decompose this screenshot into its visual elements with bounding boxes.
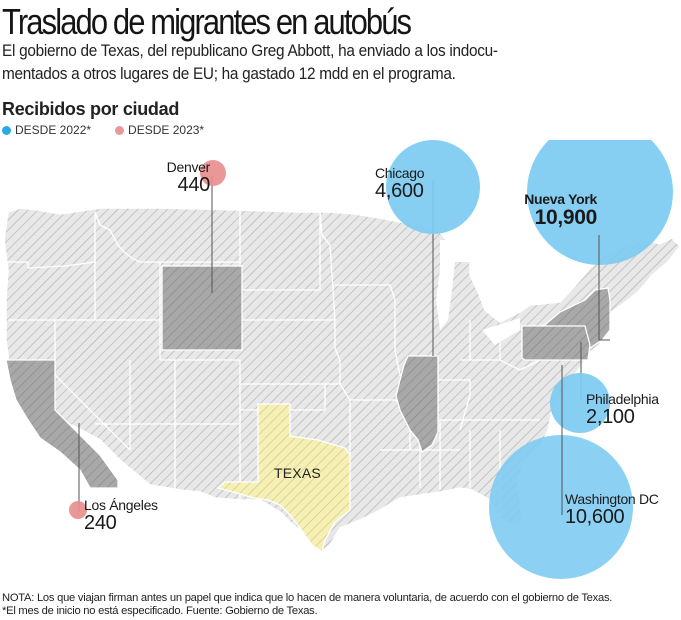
legend-item-2022: DESDE 2022* xyxy=(2,123,91,137)
bubble-philadelphia[interactable] xyxy=(550,373,610,433)
state-california xyxy=(5,359,119,489)
footnote-note: NOTA: Los que viajan firman antes un pap… xyxy=(2,592,613,604)
city-value: 2,100 xyxy=(586,406,635,428)
legend-label-2022: DESDE 2022* xyxy=(15,123,92,137)
texas-label: TEXAS xyxy=(274,465,321,481)
city-value: 10,900 xyxy=(534,206,598,229)
subtitle-line-1: El gobierno de Texas, del republicano Gr… xyxy=(2,42,498,60)
state-colorado xyxy=(161,265,243,351)
chart-subtitle: El gobierno de Texas, del republicano Gr… xyxy=(2,40,560,86)
city-value: 4,600 xyxy=(375,180,424,202)
legend: DESDE 2022* DESDE 2023* xyxy=(2,123,204,137)
state-illinois xyxy=(395,355,439,454)
city-name: Nueva York xyxy=(524,191,597,207)
bubble-new-york[interactable] xyxy=(527,140,673,265)
label-philadelphia: Philadelphia 2,100 xyxy=(586,392,659,427)
bubble-chicago[interactable] xyxy=(386,140,480,234)
city-value: 10,600 xyxy=(565,506,625,528)
lake-erie xyxy=(482,318,520,345)
legend-item-2023: DESDE 2023* xyxy=(115,123,204,137)
state-pennsylvania xyxy=(521,325,591,361)
bubbles xyxy=(69,140,673,579)
city-name: Chicago xyxy=(375,165,425,181)
legend-label-2023: DESDE 2023* xyxy=(128,123,205,137)
city-name: Los Ángeles xyxy=(84,497,158,513)
bubble-los-angeles[interactable] xyxy=(69,501,87,519)
footnote: NOTA: Los que viajan firman antes un pap… xyxy=(2,592,612,618)
label-denver: Denver 440 xyxy=(162,159,211,196)
state-texas xyxy=(216,403,351,554)
label-washington-dc: Washington DC 10,600 xyxy=(565,492,659,527)
pink-dot-icon xyxy=(115,125,125,135)
chart-title: Traslado de migrantes en autobús xyxy=(2,1,412,42)
city-name: Denver xyxy=(166,159,211,175)
us-map xyxy=(3,140,681,579)
bubble-washington-dc[interactable] xyxy=(489,435,633,579)
blue-dot-icon xyxy=(2,125,11,135)
footnote-source: *El mes de inicio no está especificado. … xyxy=(2,605,318,617)
label-los-angeles: Los Ángeles 240 xyxy=(84,498,158,533)
section-title: Recibidos por ciudad xyxy=(2,99,180,119)
label-new-york: Nueva York 10,900 xyxy=(517,192,597,228)
label-chicago: Chicago 4,600 xyxy=(375,165,425,202)
city-value: 240 xyxy=(84,512,117,534)
city-name: Washington DC xyxy=(565,491,659,507)
state-borders xyxy=(6,208,585,518)
bubble-denver[interactable] xyxy=(200,160,226,186)
great-lakes xyxy=(436,240,470,330)
city-name: Philadelphia xyxy=(586,391,659,407)
subtitle-line-2: mentados a otros lugares de EU; ha gasta… xyxy=(2,65,456,83)
city-value: 440 xyxy=(177,174,211,196)
